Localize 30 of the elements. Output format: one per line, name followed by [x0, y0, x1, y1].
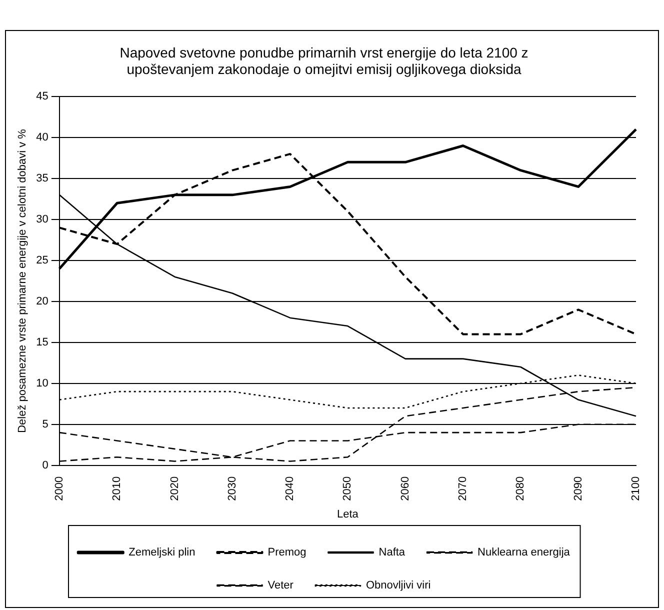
x-axis-title: Leta: [337, 508, 360, 520]
x-tick-label: 2010: [111, 476, 124, 501]
x-tick-label: 2080: [514, 476, 527, 501]
y-tick-label: 15: [36, 336, 48, 348]
y-tick-label: 0: [42, 459, 48, 472]
x-tick-label: 2100: [630, 476, 642, 501]
x-tick-label: 2060: [399, 476, 412, 501]
y-tick-label: 30: [36, 214, 48, 226]
x-tick-label: 2090: [572, 476, 584, 501]
y-tick-label: 35: [36, 172, 48, 185]
x-tick-label: 2000: [53, 476, 66, 501]
legend-label: Zemeljski plin: [128, 546, 196, 559]
legend-label: Obnovljivi viri: [366, 580, 431, 592]
x-tick-label: 2020: [168, 476, 181, 501]
y-tick-label: 40: [36, 132, 48, 144]
x-tick-label: 2070: [457, 476, 470, 501]
x-tick-label: 2040: [284, 476, 296, 501]
x-tick-label: 2030: [226, 476, 238, 501]
y-axis-title: Delež posamezne vrste primarne energije v celotni dobavi v %: [16, 128, 29, 433]
chart-title: Napoved svetovne ponudbe primarnih vrst energije do leta 2100 z upoštevanjem zakonodaje o omejitvi emisij ogljikovega dioksida: [120, 44, 528, 78]
legend-label: Nuklearna energija: [478, 546, 571, 559]
legend-label: Veter: [268, 580, 294, 592]
legend-label: Premog: [268, 546, 306, 559]
x-tick-label: 2050: [342, 476, 354, 501]
y-tick-label: 25: [36, 254, 48, 267]
y-tick-label: 45: [36, 90, 48, 103]
legend-label: Nafta: [378, 546, 406, 559]
y-tick-label: 10: [36, 377, 48, 390]
y-tick-label: 20: [36, 295, 48, 308]
y-tick-label: 5: [42, 418, 48, 430]
